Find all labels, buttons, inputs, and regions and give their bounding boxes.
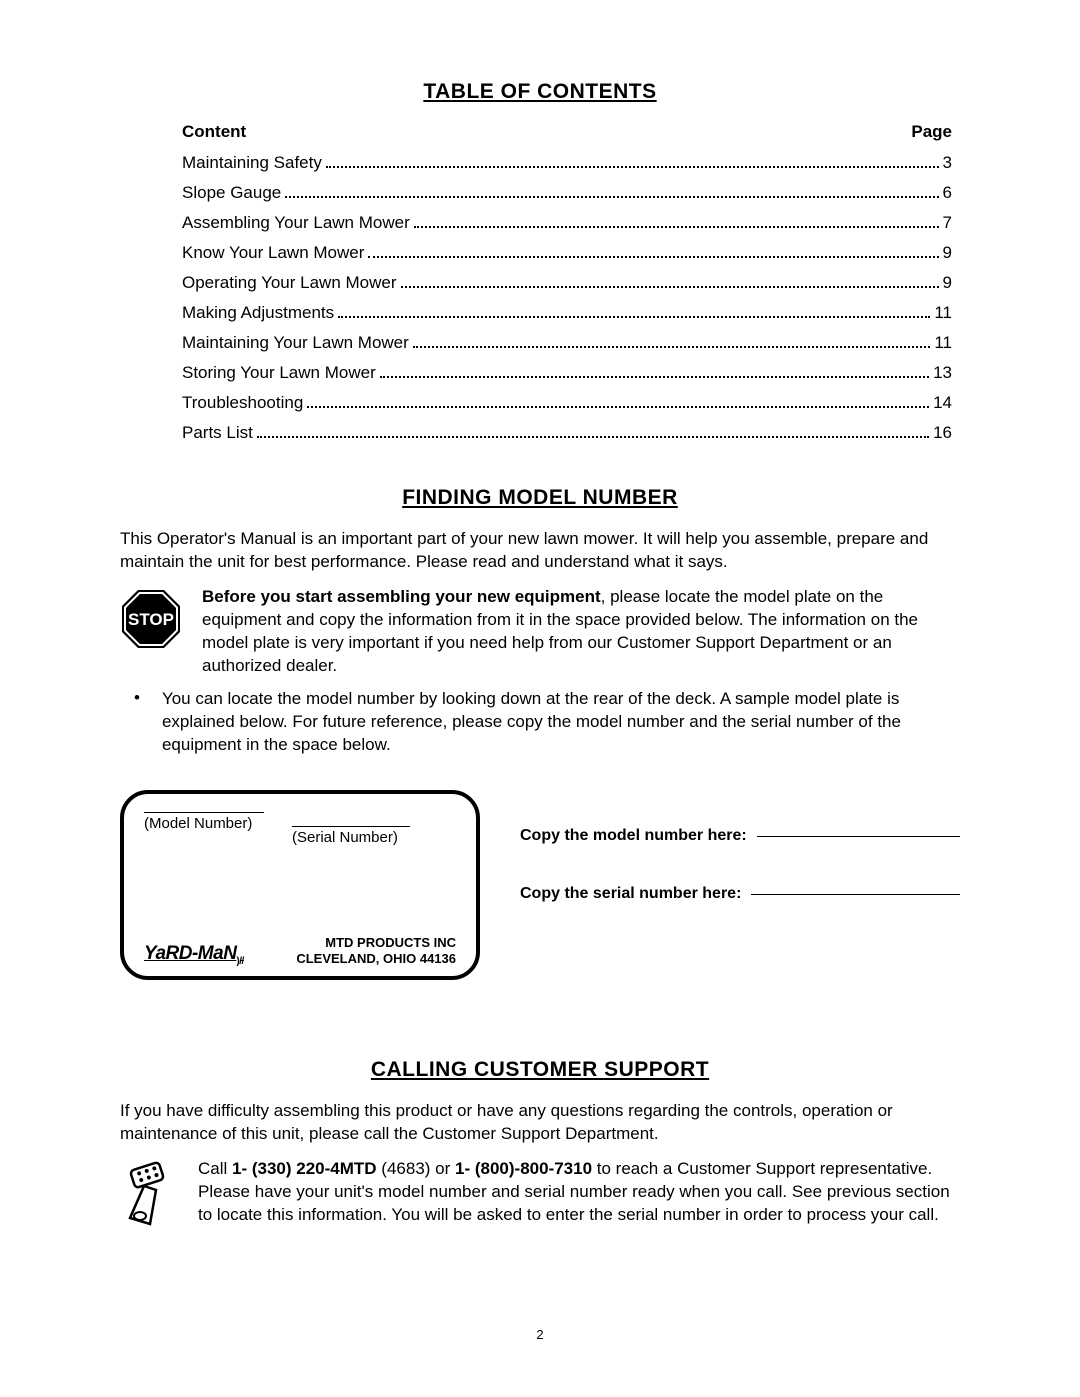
stop-label: STOP (128, 610, 174, 629)
toc-dots (307, 406, 929, 408)
phone2: 1- (800)-800-7310 (455, 1159, 592, 1178)
phone-block: Call 1- (330) 220-4MTD (4683) or 1- (800… (120, 1158, 960, 1227)
toc-item-page: 7 (943, 213, 952, 233)
plate-serial-field: (Serial Number) (292, 812, 410, 846)
toc-heading: TABLE OF CONTENTS (120, 80, 960, 104)
copy-serial-row: Copy the serial number here: (520, 885, 960, 903)
toc-item-label: Troubleshooting (182, 393, 303, 413)
toc-header-content: Content (182, 122, 246, 142)
toc-item-label: Parts List (182, 423, 253, 443)
company-line1: MTD PRODUCTS INC (296, 935, 456, 951)
toc-row: Maintaining Safety 3 (182, 148, 952, 178)
toc-item-page: 9 (943, 243, 952, 263)
copy-model-row: Copy the model number here: (520, 827, 960, 845)
plate-area: (Model Number) (Serial Number) YaRD-MaN)… (120, 790, 960, 980)
toc-item-label: Storing Your Lawn Mower (182, 363, 376, 383)
toc-header-page: Page (911, 122, 952, 142)
toc-row: Maintaining Your Lawn Mower 11 (182, 328, 952, 358)
toc-item-page: 3 (943, 153, 952, 173)
phone1: 1- (330) 220-4MTD (232, 1159, 377, 1178)
plate-serial-label: (Serial Number) (292, 829, 410, 846)
toc-row: Storing Your Lawn Mower 13 (182, 358, 952, 388)
plate-model-field: (Model Number) (144, 812, 264, 832)
calling-text: Call 1- (330) 220-4MTD (4683) or 1- (800… (198, 1158, 960, 1227)
plate-model-line (144, 812, 264, 813)
toc-item-label: Maintaining Your Lawn Mower (182, 333, 409, 353)
bullet-text: You can locate the model number by looki… (162, 688, 960, 757)
toc-dots (338, 316, 930, 318)
toc-item-label: Operating Your Lawn Mower (182, 273, 397, 293)
yardman-logo: YaRD-MaN)// (144, 943, 244, 967)
toc-item-label: Slope Gauge (182, 183, 281, 203)
phone-icon (120, 1160, 176, 1226)
model-plate: (Model Number) (Serial Number) YaRD-MaN)… (120, 790, 480, 980)
plate-serial-line (292, 826, 410, 827)
toc-item-label: Assembling Your Lawn Mower (182, 213, 410, 233)
copy-serial-label: Copy the serial number here: (520, 885, 741, 903)
toc-row: Making Adjustments 11 (182, 298, 952, 328)
toc-dots (413, 346, 931, 348)
page-number: 2 (120, 1327, 960, 1342)
toc-dots (285, 196, 938, 198)
call-prefix: Call (198, 1159, 232, 1178)
toc-item-page: 14 (933, 393, 952, 413)
copy-model-label: Copy the model number here: (520, 827, 747, 845)
toc-row: Parts List 16 (182, 418, 952, 448)
toc-header-row: Content Page (120, 122, 960, 148)
finding-section: FINDING MODEL NUMBER This Operator's Man… (120, 486, 960, 980)
toc-item-page: 11 (934, 303, 952, 323)
plate-model-label: (Model Number) (144, 815, 264, 832)
copy-fields: Copy the model number here: Copy the ser… (520, 827, 960, 943)
bullet-marker: • (134, 688, 140, 708)
toc-item-page: 9 (943, 273, 952, 293)
plate-company: MTD PRODUCTS INC CLEVELAND, OHIO 44136 (296, 935, 456, 966)
toc-row: Assembling Your Lawn Mower 7 (182, 208, 952, 238)
toc-item-page: 6 (943, 183, 952, 203)
finding-heading: FINDING MODEL NUMBER (120, 486, 960, 510)
toc-item-page: 11 (934, 333, 952, 353)
calling-intro: If you have difficulty assembling this p… (120, 1100, 960, 1146)
toc-row: Slope Gauge 6 (182, 178, 952, 208)
copy-serial-line (751, 894, 960, 895)
toc-dots (414, 226, 939, 228)
bullet-block: • You can locate the model number by loo… (120, 688, 960, 757)
toc-item-page: 13 (933, 363, 952, 383)
toc-row: Know Your Lawn Mower 9 (182, 238, 952, 268)
toc-row: Troubleshooting 14 (182, 388, 952, 418)
toc-list: Maintaining Safety 3 Slope Gauge 6 Assemblin… (120, 148, 960, 448)
toc-item-label: Know Your Lawn Mower (182, 243, 364, 263)
plate-bottom: YaRD-MaN)// MTD PRODUCTS INC CLEVELAND, … (144, 935, 456, 966)
stop-text: Before you start assembling your new equ… (202, 586, 960, 678)
toc-dots (368, 256, 938, 258)
toc-dots (401, 286, 939, 288)
company-line2: CLEVELAND, OHIO 44136 (296, 951, 456, 967)
stop-icon: STOP (120, 588, 182, 650)
toc-section: TABLE OF CONTENTS Content Page Maintaini… (120, 80, 960, 448)
toc-item-label: Making Adjustments (182, 303, 334, 323)
plate-fields: (Model Number) (Serial Number) (144, 812, 456, 846)
copy-model-line (757, 836, 960, 837)
finding-intro: This Operator's Manual is an important p… (120, 528, 960, 574)
calling-heading: CALLING CUSTOMER SUPPORT (120, 1058, 960, 1082)
toc-item-label: Maintaining Safety (182, 153, 322, 173)
calling-section: CALLING CUSTOMER SUPPORT If you have dif… (120, 1058, 960, 1227)
phone1-suffix: (4683) or (377, 1159, 455, 1178)
stop-bold: Before you start assembling your new equ… (202, 587, 601, 606)
toc-dots (257, 436, 929, 438)
stop-block: STOP Before you start assembling your ne… (120, 586, 960, 678)
toc-dots (326, 166, 939, 168)
toc-row: Operating Your Lawn Mower 9 (182, 268, 952, 298)
toc-item-page: 16 (933, 423, 952, 443)
toc-dots (380, 376, 929, 378)
